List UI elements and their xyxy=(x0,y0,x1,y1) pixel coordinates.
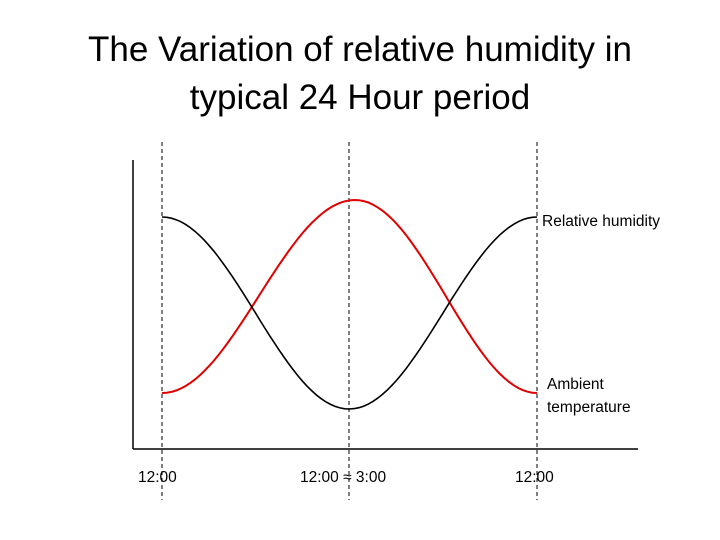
x-tick-label-mid: 12:00 ≈ 3:00 xyxy=(300,469,387,486)
series-label-relative-humidity: Relative humidity xyxy=(542,213,661,230)
title-line-2: typical 24 Hour period xyxy=(189,78,531,117)
x-tick-label-start: 12:00 xyxy=(138,469,177,486)
series-line-ambient-temperature xyxy=(161,198,538,394)
series-label-ambient-temperature-2: temperature xyxy=(547,399,631,416)
series-label-ambient-temperature-1: Ambient xyxy=(547,376,604,393)
x-tick-label-end: 12:00 xyxy=(515,469,554,486)
chart-title: The Variation of relative humidity in ty… xyxy=(0,26,720,122)
title-line-1: The Variation of relative humidity in xyxy=(87,30,633,69)
series-line-relative-humidity xyxy=(161,216,538,410)
